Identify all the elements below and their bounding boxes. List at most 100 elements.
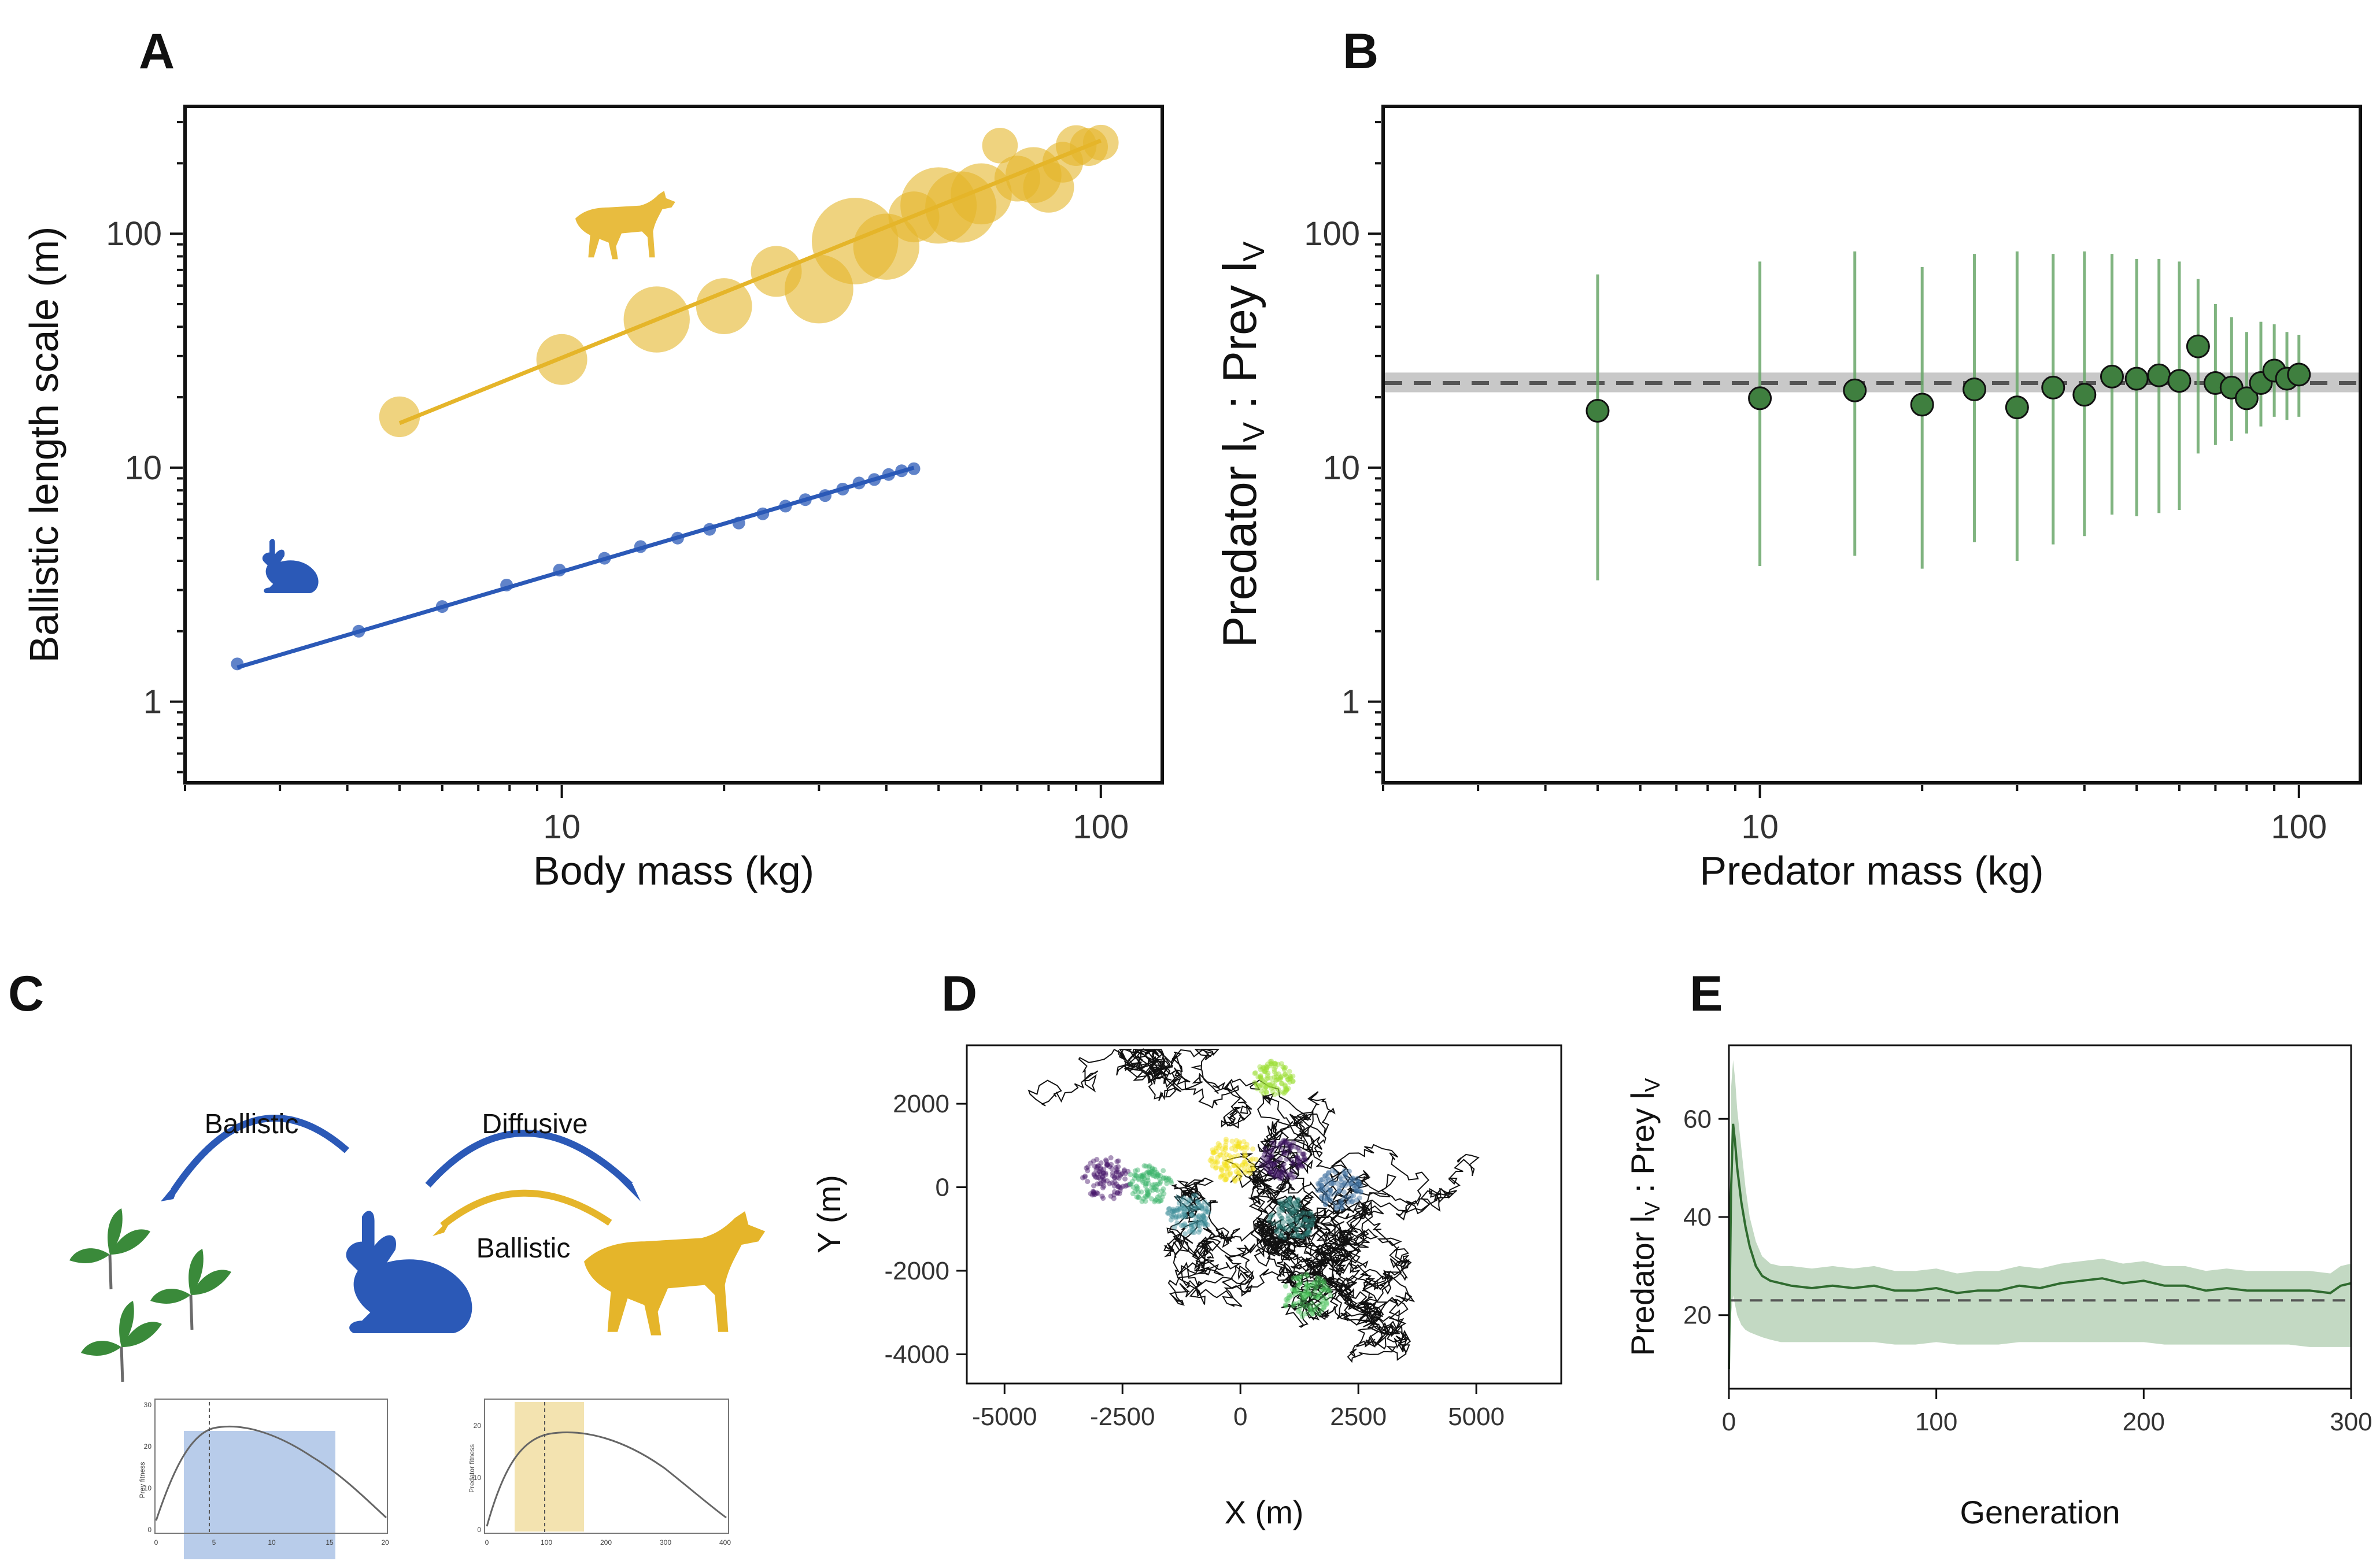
panel-d-prey-point	[1091, 1189, 1096, 1194]
panel-d-prey-point	[1264, 1067, 1270, 1072]
panel-d-prey-point	[1114, 1169, 1119, 1175]
panel-d-prey-point	[1169, 1180, 1174, 1186]
panel-d-prey-point	[1143, 1199, 1148, 1204]
panel-d-prey-point	[1284, 1172, 1290, 1178]
panel-d-prey-point	[1300, 1234, 1306, 1240]
panel-d-prey-point	[1278, 1173, 1284, 1179]
panel-d-prey-point	[1354, 1188, 1359, 1194]
panel-e-x-tick-label-3: 300	[2330, 1408, 2372, 1436]
panel-d-prey-point	[1316, 1311, 1322, 1316]
panel-d-prey-point	[1316, 1291, 1322, 1297]
ballistic-arrow-predator-to-prey	[440, 1189, 612, 1229]
panel-b-point-9	[2124, 367, 2149, 391]
panel-a-point-1-12	[799, 493, 812, 506]
panel-d-prey-point	[1263, 1085, 1269, 1090]
panel-d-prey-point	[1303, 1285, 1309, 1290]
panel-d-prey-point	[1297, 1281, 1303, 1287]
panel-d-prey-point	[1269, 1148, 1275, 1154]
panel-d-prey-point	[1111, 1183, 1117, 1189]
panel-d-prey-point	[1171, 1212, 1177, 1218]
panel-d-prey-point	[1287, 1197, 1293, 1203]
panel-d-prey-point	[1257, 1064, 1263, 1070]
panel-d-prey-point	[1194, 1205, 1200, 1211]
panel-d-prey-point	[1235, 1141, 1241, 1147]
panel-d-prey-point	[1195, 1200, 1201, 1205]
panel-d-prey-point	[1115, 1190, 1121, 1196]
panel-d-prey-point	[1265, 1075, 1270, 1081]
panel-d-prey-point	[1329, 1177, 1335, 1183]
panel-a-point-0-19	[1082, 124, 1119, 161]
panel-d-prey-point	[1273, 1167, 1279, 1173]
panel-d-prey-point	[1341, 1170, 1347, 1176]
panel-e-y-tick-label-1: 40	[1683, 1203, 1712, 1231]
panel-d-prey-point	[1140, 1196, 1146, 1202]
panel-d-prey-point	[1180, 1212, 1185, 1218]
prey-fitness-mini-plot: Prey fitness 0 5 10 15 20 0 10 20 30	[138, 1399, 389, 1559]
panel-a-x-title: Body mass (kg)	[533, 848, 814, 893]
panel-d-prey-point	[1093, 1167, 1099, 1172]
panel-d-prey-point	[1326, 1197, 1332, 1203]
panel-d-prey-point	[1268, 1061, 1274, 1067]
panel-d-prey-point	[1225, 1158, 1230, 1164]
panel-d-prey-point	[1277, 1199, 1283, 1204]
panel-b-point-15	[2234, 386, 2259, 410]
panel-d-prey-point	[1270, 1089, 1276, 1094]
panel-d-prey-point	[1145, 1192, 1151, 1198]
panel-d-prey-point	[1215, 1141, 1221, 1146]
panel-d-prey-point	[1295, 1197, 1301, 1203]
panel-d-prey-point	[1272, 1172, 1278, 1178]
panel-d-prey-point	[1226, 1166, 1232, 1171]
panel-d-prey-point	[1315, 1294, 1321, 1300]
panel-label-b: B	[1343, 24, 1379, 79]
panel-d-prey-point	[1269, 1153, 1275, 1159]
panel-d-prey-point	[1305, 1223, 1311, 1229]
panel-d-prey-point	[1267, 1059, 1273, 1064]
panel-d-prey-point	[1301, 1294, 1307, 1300]
panel-d-prey-point	[1295, 1156, 1301, 1161]
panel-d-prey-point	[1233, 1143, 1239, 1149]
panel-d-prey-point	[1169, 1213, 1174, 1219]
panel-d-prey-point	[1301, 1155, 1307, 1160]
panel-d-prey-point	[1195, 1199, 1201, 1205]
panel-d-prey-point	[1267, 1213, 1273, 1219]
panel-d-prey-point	[1103, 1170, 1108, 1176]
panel-b-point-10	[2147, 363, 2171, 387]
panel-d-prey-point	[1092, 1191, 1098, 1197]
panel-d-prey-point	[1100, 1178, 1106, 1184]
panel-d-prey-point	[1114, 1159, 1120, 1164]
panel-d-prey-point	[1261, 1069, 1267, 1075]
panel-d-prey-point	[1294, 1199, 1300, 1204]
panel-d-prey-point	[1189, 1211, 1195, 1217]
panel-d-prey-point	[1280, 1151, 1286, 1157]
panel-d-prey-point	[1196, 1213, 1202, 1219]
panel-d-prey-point	[1211, 1150, 1217, 1156]
panel-d-prey-point	[1343, 1174, 1348, 1179]
panel-d-prey-point	[1354, 1187, 1360, 1193]
panel-b-point-5	[2005, 395, 2029, 420]
plant-icon	[69, 1208, 231, 1382]
panel-d-prey-point	[1145, 1169, 1151, 1175]
panel-d-prey-point	[1152, 1167, 1158, 1172]
panel-a-point-1-17	[882, 468, 895, 481]
panel-d-prey-point	[1250, 1166, 1256, 1172]
panel-d-prey-point	[1314, 1275, 1320, 1281]
panel-d-prey-point	[1161, 1175, 1167, 1181]
panel-d-prey-point	[1324, 1288, 1329, 1294]
panel-d-prey-point	[1232, 1153, 1237, 1159]
panel-d-prey-point	[1313, 1285, 1318, 1290]
panel-d-prey-point	[1200, 1214, 1206, 1219]
panel-d-prey-cluster-4	[1258, 1138, 1309, 1182]
panel-d-prey-point	[1328, 1181, 1334, 1187]
panel-d-prey-point	[1130, 1179, 1136, 1185]
panel-d-prey-point	[1277, 1223, 1283, 1229]
panel-d-prey-point	[1292, 1200, 1298, 1206]
panel-d-prey-point	[1299, 1220, 1304, 1226]
panel-d-prey-point	[1269, 1163, 1275, 1168]
predator-fitness-mini-plot: Predator fitness 0 100 200 300 400 0 10 …	[468, 1399, 731, 1547]
panel-d-prey-point	[1184, 1199, 1189, 1205]
panel-d-prey-point	[1266, 1154, 1272, 1160]
panel-d-prey-point	[1272, 1144, 1277, 1150]
panel-d-prey-point	[1257, 1074, 1263, 1080]
panel-d-prey-point	[1224, 1169, 1230, 1175]
panel-d-prey-point	[1291, 1301, 1296, 1307]
